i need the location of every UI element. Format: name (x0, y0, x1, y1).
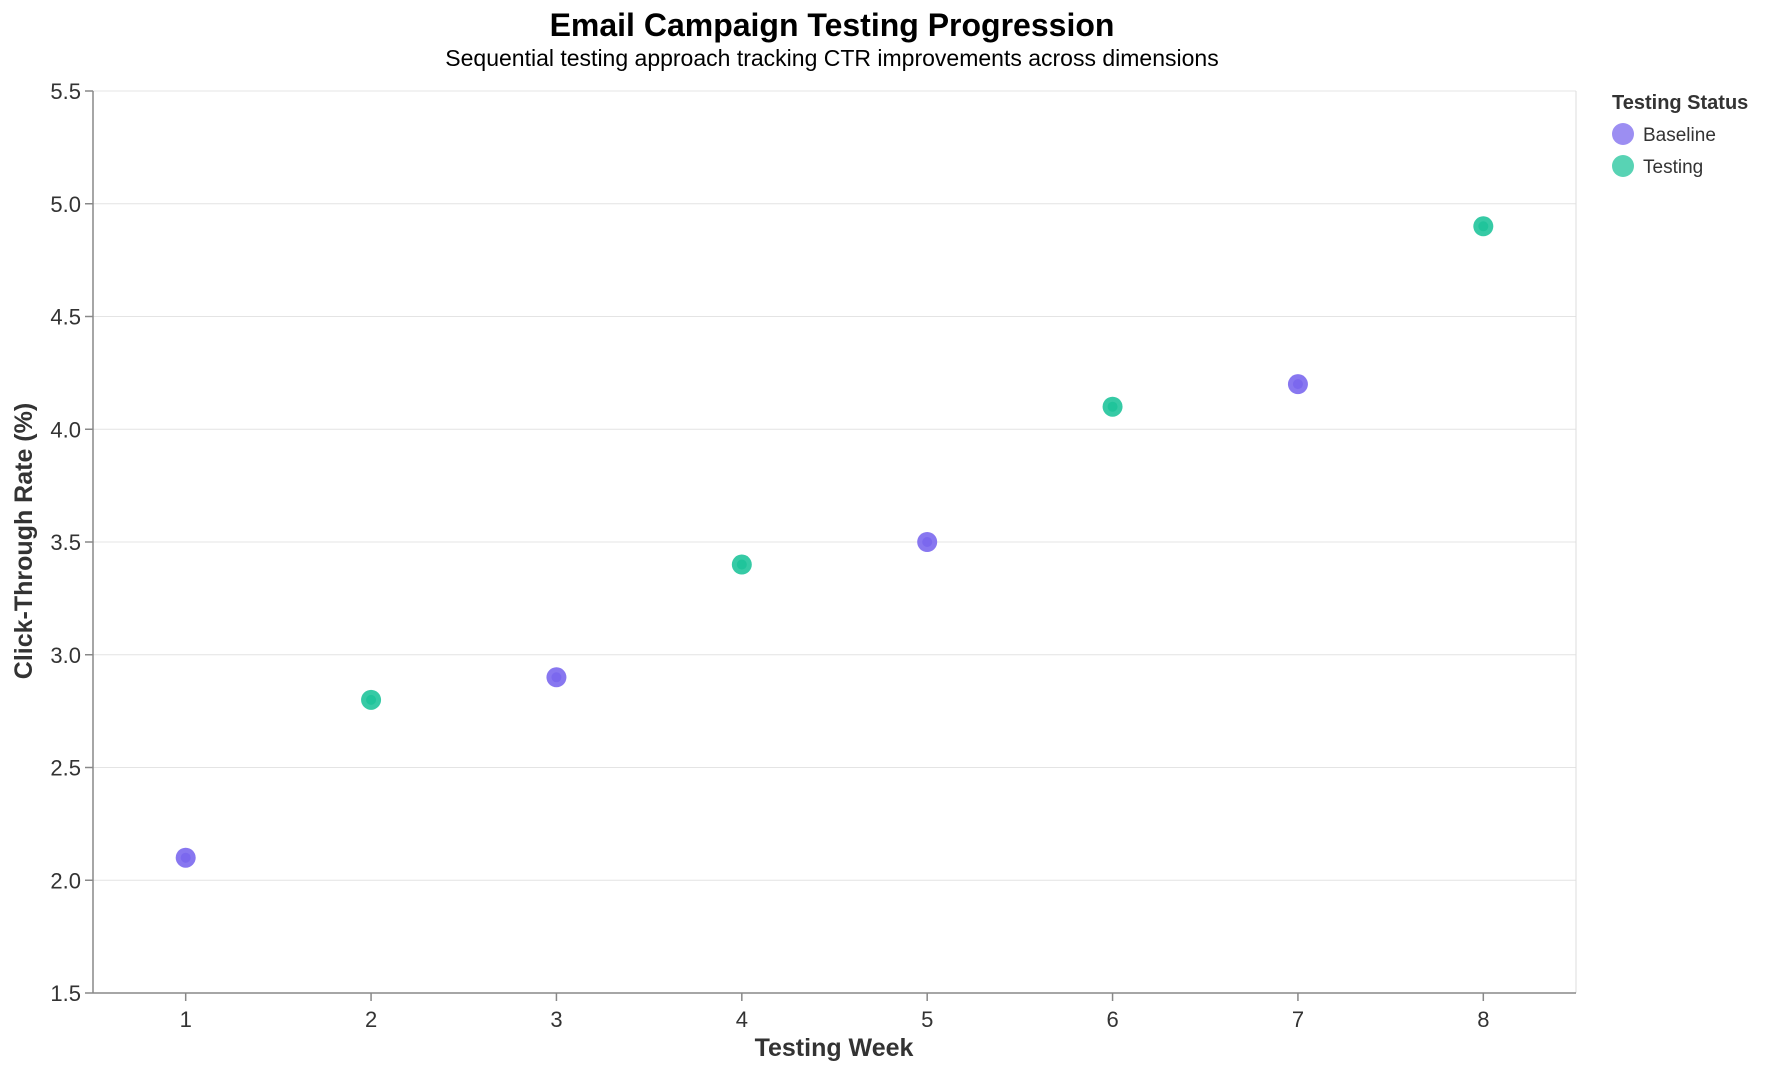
point-center (1292, 379, 1303, 390)
x-tick-label: 4 (736, 1007, 748, 1032)
data-point-baseline (175, 847, 196, 868)
y-tick-label: 3.5 (50, 530, 81, 555)
data-point-testing (1473, 216, 1494, 237)
x-tick-label: 7 (1292, 1007, 1304, 1032)
gridlines (93, 90, 1577, 994)
point-center (366, 694, 377, 705)
chart-subtitle: Sequential testing approach tracking CTR… (445, 45, 1218, 71)
axes: 1.5 2.0 2.5 3.0 3.5 4.0 4.5 5.0 5.5 1 2 3 4 5 6 7 8 (50, 79, 1576, 1032)
legend-label: Testing (1643, 157, 1703, 178)
legend-item-baseline: Baseline (1612, 123, 1716, 146)
data-point-testing (1102, 396, 1123, 417)
legend-title: Testing Status (1612, 92, 1748, 114)
point-center (736, 559, 747, 570)
y-tick-label: 5.0 (50, 192, 81, 217)
point-center (922, 537, 933, 547)
x-axis-title: Testing Week (755, 1034, 914, 1062)
legend-items: Baseline Testing (1612, 123, 1716, 178)
y-tick-label: 1.5 (50, 981, 81, 1006)
x-tick-label: 5 (921, 1007, 933, 1032)
point-center (180, 852, 191, 863)
x-tick-label: 2 (365, 1007, 377, 1032)
legend: Testing Status Baseline Testing (1612, 92, 1748, 178)
legend-label: Baseline (1643, 125, 1716, 146)
data-point-baseline (1287, 374, 1308, 395)
data-points (175, 216, 1494, 868)
y-tick-label: 4.0 (50, 417, 81, 442)
y-tick-label: 4.5 (50, 305, 81, 330)
legend-swatch (1612, 123, 1634, 145)
x-tick-label: 8 (1477, 1007, 1489, 1032)
x-tick-label: 6 (1106, 1007, 1118, 1032)
point-center (551, 672, 562, 683)
chart-title: Email Campaign Testing Progression (550, 7, 1115, 43)
data-point-testing (731, 554, 752, 575)
data-point-baseline (917, 532, 938, 552)
legend-swatch (1612, 155, 1634, 177)
point-center (1107, 401, 1118, 412)
y-axis-title: Click-Through Rate (%) (10, 403, 38, 679)
y-tick-label: 2.5 (50, 756, 81, 781)
y-tick-label: 2.0 (50, 868, 81, 893)
data-point-testing (361, 689, 382, 710)
y-tick-label: 3.0 (50, 643, 81, 668)
x-tick-label: 1 (180, 1007, 192, 1032)
y-tick-label: 5.5 (50, 79, 81, 104)
legend-item-testing: Testing (1612, 155, 1703, 178)
x-tick-label: 3 (550, 1007, 562, 1032)
data-point-baseline (546, 667, 567, 688)
point-center (1478, 221, 1489, 232)
